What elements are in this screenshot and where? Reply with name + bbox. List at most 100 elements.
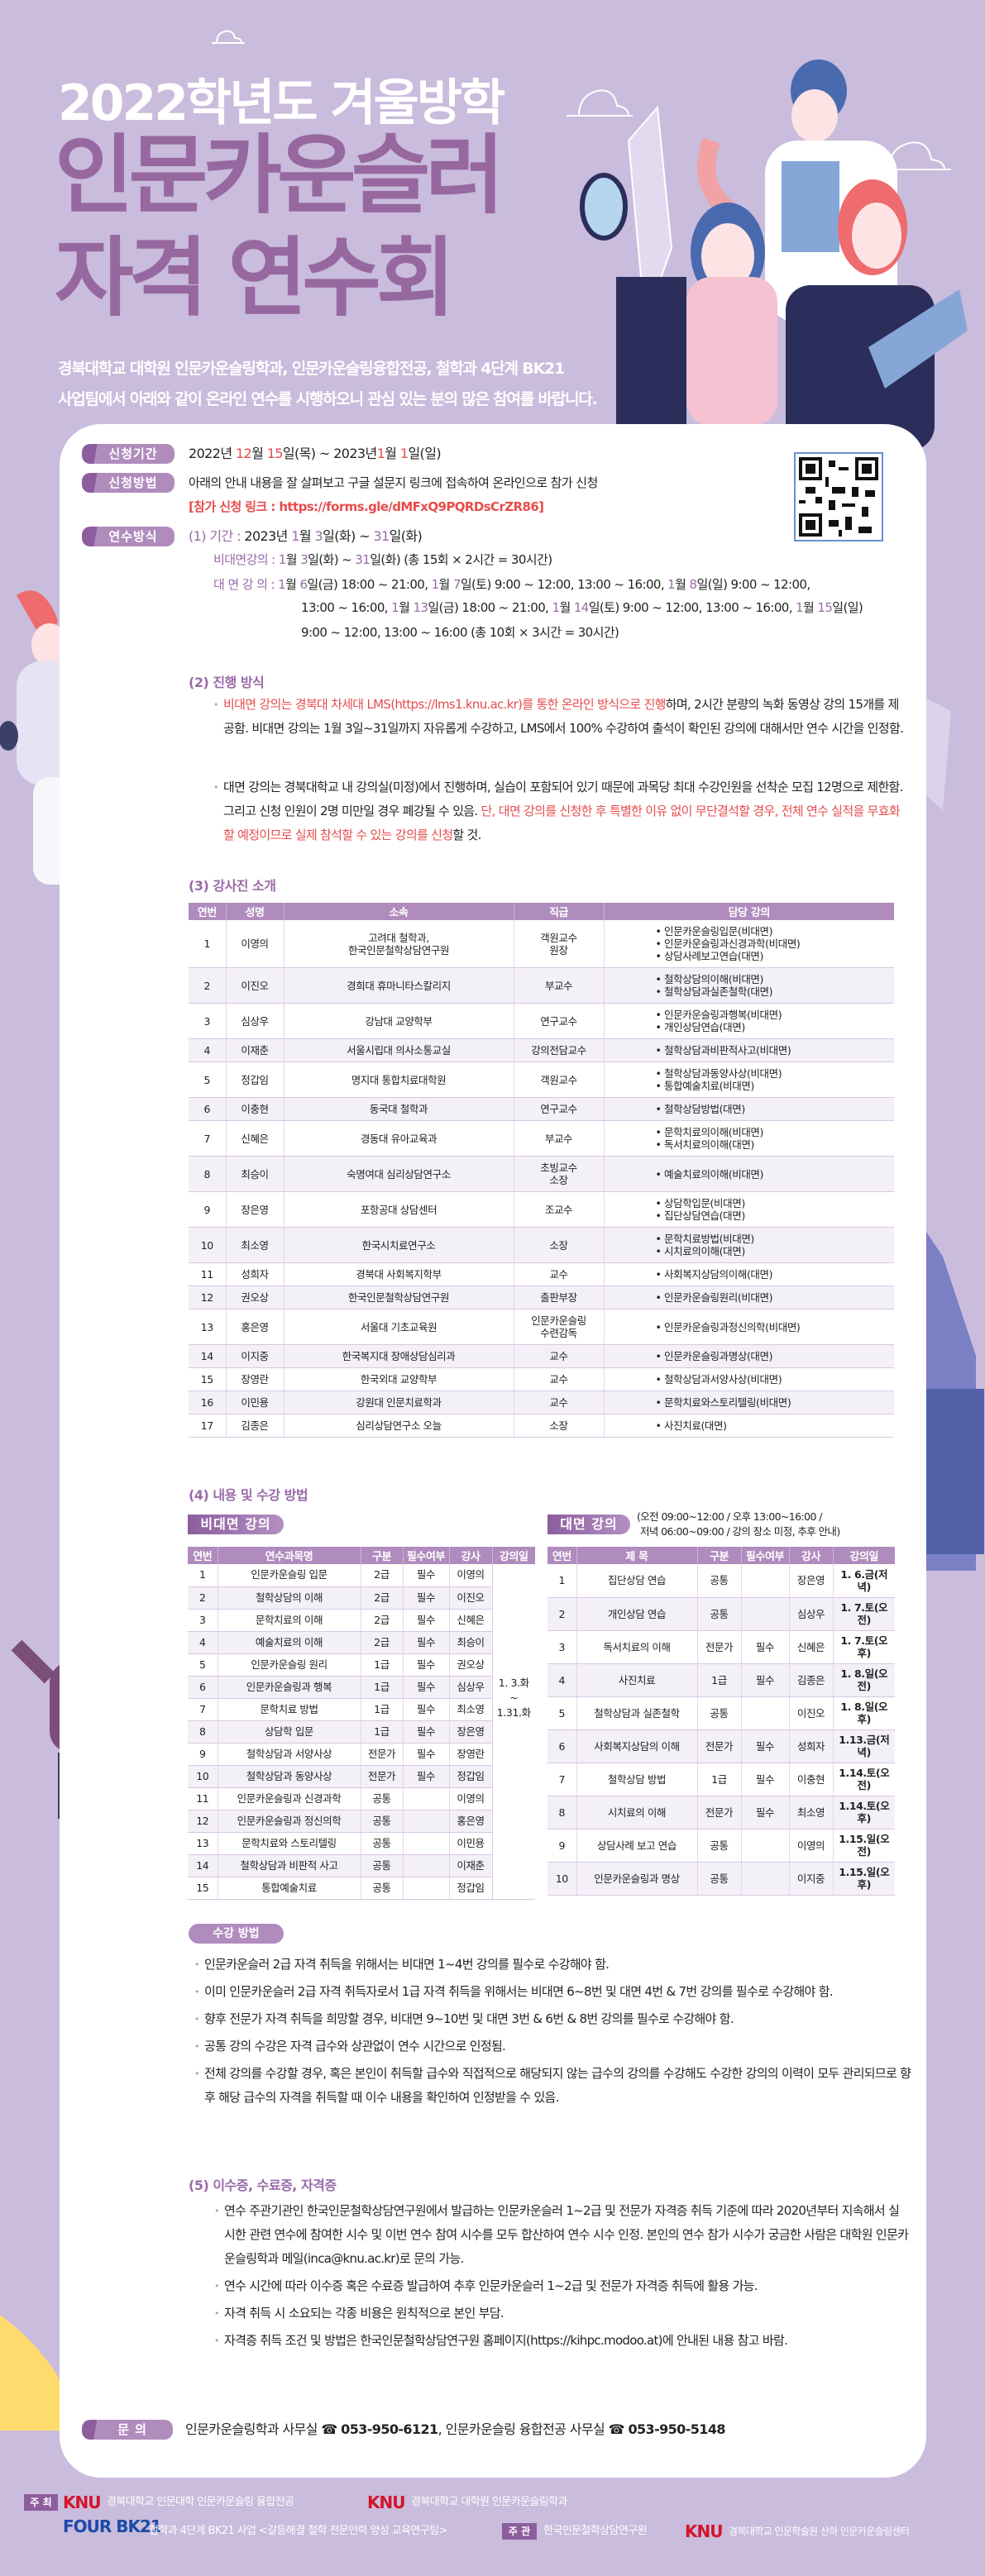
contact-phone-2[interactable]: 053-950-5148 [628, 2421, 725, 2437]
table-cell: 인문카운슬링 수련감독 [513, 1309, 604, 1345]
table-cell: 9 [547, 1829, 576, 1863]
text-segment: 2023년 [244, 528, 292, 544]
table-cell: 인문카운슬링과 정신의학 [217, 1810, 361, 1833]
table-cell: 1.14.토(오후) [832, 1796, 895, 1829]
table-cell: 사회복지상담의 이해 [576, 1729, 697, 1763]
table-cell: 14 [188, 1854, 218, 1877]
table-row: 17 김종은 심리상담연구소 오늘 소장 • 사진치료(대면) [189, 1414, 894, 1438]
table-cell: 필수 [402, 1609, 449, 1632]
table-cell: • 상담학입문(비대면) • 집단상담연습(대면) [603, 1191, 894, 1228]
text-segment: 일(토) 9:00 ~ 12:00, 13:00 ~ 16:00, [588, 600, 796, 615]
table-cell: 8 [547, 1796, 576, 1829]
table-cell: 이영의 [225, 920, 284, 968]
list-item: 전체 강의를 수강할 경우, 혹은 본인이 취득할 급수와 직접적으로 해당되지… [194, 2062, 914, 2110]
table-cell: 필수 [402, 1743, 449, 1766]
table-cell: 6 [547, 1729, 576, 1763]
table-cell [740, 1829, 789, 1863]
table-cell: 공통 [696, 1829, 741, 1863]
table-cell: 권오상 [225, 1286, 284, 1309]
table-cell: 3 [189, 1003, 226, 1039]
contact-dept-2: 인문카운슬링 융합전공 사무실 [445, 2421, 605, 2437]
table-cell: 1. 7.토(오후) [832, 1630, 895, 1664]
table-cell: 정갑임 [448, 1877, 492, 1900]
table-cell: 1급 [696, 1763, 741, 1796]
table-cell: 공통 [360, 1787, 403, 1810]
table-cell: 명지대 통합치료대학원 [283, 1061, 514, 1098]
text-segment: 31 [373, 528, 390, 544]
table-cell: 장은영 [788, 1564, 833, 1598]
certificates-list: 연수 주관기관인 한국인문철학상담연구원에서 발급하는 인문카운슬러 1~2급 … [214, 2199, 909, 2356]
contact-phone-1[interactable]: 053-950-6121 [341, 2421, 438, 2437]
table-cell: 개인상담 연습 [576, 1597, 697, 1631]
table-row: 2 이진오 경희대 휴마니타스칼리지 부교수 • 철학상담의이해(비대면) • 철학상담… [189, 967, 894, 1004]
offline-schedule-line3: 9:00 ~ 12:00, 13:00 ~ 16:00 (총 10회 × 3시간… [301, 623, 619, 642]
qr-code-icon[interactable] [794, 452, 883, 541]
table-cell: 성희자 [788, 1729, 833, 1763]
table-cell: 철학상담과 실존철학 [576, 1696, 697, 1730]
apply-link[interactable]: [참가 신청 링크 : https://forms.gle/dMFxQ9PQRD… [189, 499, 544, 514]
table-row: 7 철학상담 방법 1급 필수 이충현 1.14.토(오전) [547, 1763, 895, 1796]
table-cell: 최소영 [448, 1698, 492, 1721]
progress-bullet-online: 비대면 강의는 경북대 차세대 LMS(https://lms1.knu.ac.… [213, 693, 908, 741]
table-cell: 15 [188, 1877, 218, 1900]
text-segment: 일(금) 18:00 ~ 21:00, [428, 600, 552, 615]
text-segment: 1 [431, 577, 440, 592]
table-cell: 1.14.토(오전) [832, 1763, 895, 1796]
table-cell: 1. 8.일(오전) [832, 1663, 895, 1697]
table-cell: • 인문카운슬링과행복(비대면) • 개인상담연습(대면) [603, 1003, 894, 1039]
column-header: 제 목 [576, 1547, 697, 1564]
table-cell [402, 1810, 449, 1833]
table-row: 3 독서치료의 이해 전문가 필수 신혜은 1. 7.토(오후) [547, 1630, 895, 1664]
apply-period-text: 2022년 12월 15일(목) ~ 2023년1월 1일(일) [189, 445, 442, 463]
table-cell: 강의전담교수 [513, 1038, 604, 1062]
table-cell: 최승이 [448, 1631, 492, 1654]
table-cell: 전문가 [696, 1630, 741, 1664]
offline-time-note-1: (오전 09:00~12:00 / 오후 13:00~16:00 / [637, 1510, 822, 1523]
table-cell: 1.13.금(저녁) [832, 1729, 895, 1763]
table-cell: 교수 [513, 1262, 604, 1286]
table-cell: 10 [189, 1227, 226, 1263]
table-row: 16 이민용 강원대 인문치료학과 교수 • 문학치료와스토리텔링(비대면) [189, 1391, 894, 1414]
table-row: 2 개인상담 연습 공통 심상우 1. 7.토(오전) [547, 1597, 895, 1631]
table-cell: 이충현 [225, 1097, 284, 1121]
table-cell: 4 [547, 1663, 576, 1697]
table-row: 11 인문카운슬링과 신경과학 공통 이영의 [188, 1787, 535, 1810]
table-cell: 서울대 기초교육원 [283, 1309, 514, 1345]
table-cell: 상담사례 보고 연습 [576, 1829, 697, 1863]
table-cell: 필수 [402, 1698, 449, 1721]
table-cell: 최소영 [788, 1796, 833, 1829]
organizer-1: 한국인문철학상담연구원 [543, 2525, 648, 2537]
bk21-logo: FOUR BK21 [63, 2516, 162, 2536]
table-cell: 4 [189, 1038, 226, 1062]
text-segment: 2022년 [189, 446, 236, 461]
table-cell: 이재춘 [225, 1038, 284, 1062]
text-segment: 월 [285, 552, 301, 567]
table-cell: 연구교수 [513, 1003, 604, 1039]
intro-line-2: 사업팀에서 아래와 같이 온라인 연수를 시행하오니 관심 있는 분의 많은 참… [58, 390, 598, 408]
table-cell: 집단상담 연습 [576, 1564, 697, 1598]
table-cell: 필수 [740, 1663, 789, 1697]
people-illustration [580, 60, 968, 451]
table-cell: 공통 [696, 1862, 741, 1896]
table-cell: 필수 [402, 1586, 449, 1610]
text-segment: 월 [675, 577, 690, 592]
intro-line-1: 경북대학교 대학원 인문카운슬링학과, 인문카운슬링융합전공, 철학과 4단계 … [58, 360, 565, 378]
apply-method-text: 아래의 안내 내용을 잘 살펴보고 구글 설문지 링크에 접속하여 온라인으로 … [189, 475, 598, 490]
table-row: 8 시치료의 이해 전문가 필수 최소영 1.14.토(오후) [547, 1796, 895, 1829]
instructors-table: 연번 성명 소속 직급 담당 강의 1 이영의 고려대 철학과, 한국인문철학상담연구원 객원교… [189, 903, 894, 1438]
table-cell: 4 [188, 1631, 218, 1654]
text-segment: 일(일) [832, 600, 863, 615]
table-cell: 인문카운슬링과 신경과학 [217, 1787, 361, 1810]
table-cell: 14 [189, 1344, 226, 1368]
table-cell: 경동대 유아교육과 [283, 1120, 514, 1157]
table-cell: 교수 [513, 1391, 604, 1414]
text-segment: 월 [385, 446, 400, 461]
table-cell: 연구교수 [513, 1097, 604, 1121]
table-row: 9 상담사례 보고 연습 공통 이영의 1.15.일(오전) [547, 1829, 895, 1863]
table-cell: 3 [188, 1609, 218, 1632]
table-cell: 11 [188, 1787, 218, 1810]
table-cell: 인문카운슬링 입문 [217, 1564, 361, 1587]
table-row: 7 문학치료 방법 1급 필수 최소영 [188, 1698, 535, 1721]
table-cell: 공통 [696, 1696, 741, 1730]
table-cell: 필수 [740, 1763, 789, 1796]
